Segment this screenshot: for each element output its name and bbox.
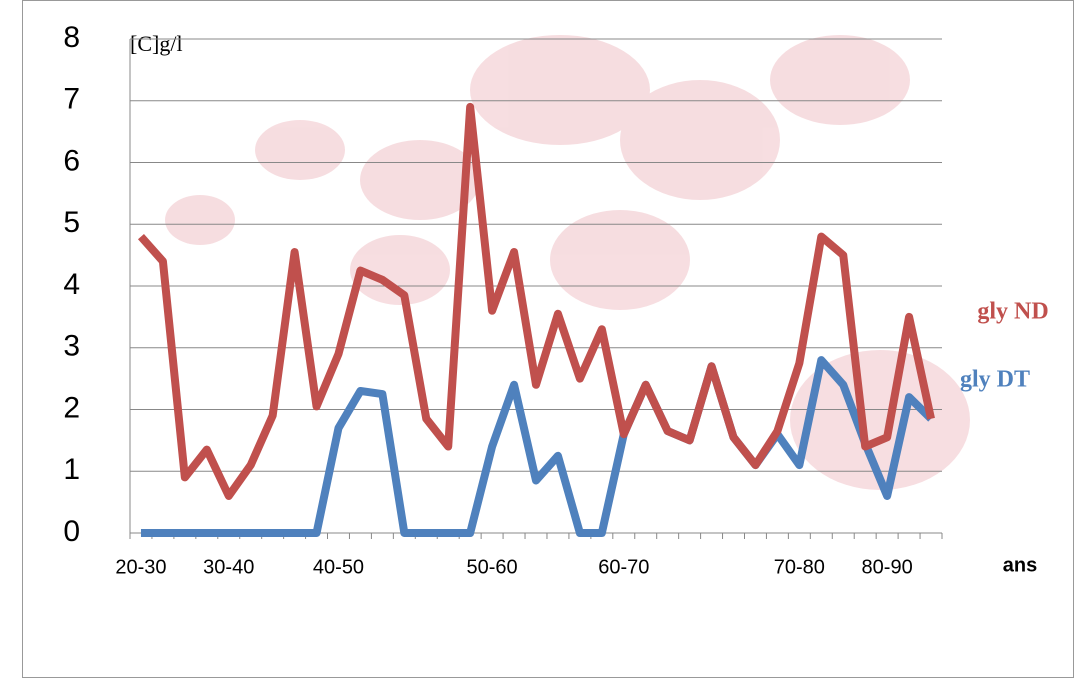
x-tick-label: 80-90 bbox=[862, 556, 913, 578]
y-tick-label: 3 bbox=[63, 330, 80, 363]
y-tick-label: 7 bbox=[63, 83, 80, 116]
y-tick-label: 2 bbox=[63, 391, 80, 424]
x-axis-title: ans bbox=[1003, 554, 1037, 576]
y-tick-label: 4 bbox=[63, 268, 80, 301]
chart: [C]g/l ans 0 1 2 3 4 5 6 7 8 20-30 30-40 40-50 50-60… bbox=[0, 0, 1074, 678]
y-tick-label: 0 bbox=[63, 515, 80, 548]
x-tick-label: 20-30 bbox=[115, 556, 166, 578]
y-tick-label: 5 bbox=[63, 206, 80, 239]
legend-label: gly DT bbox=[960, 367, 1030, 393]
y-tick-label: 1 bbox=[63, 453, 80, 486]
x-tick-label: 60-70 bbox=[598, 556, 649, 578]
x-tick-label: 30-40 bbox=[203, 556, 254, 578]
y-tick-label: 6 bbox=[63, 144, 80, 177]
y-tick-label: 8 bbox=[63, 21, 80, 54]
x-tick-label: 50-60 bbox=[467, 556, 518, 578]
x-tick-label: 70-80 bbox=[774, 556, 825, 578]
x-tick-label: 40-50 bbox=[313, 556, 364, 578]
legend-label: gly ND bbox=[977, 299, 1048, 325]
y-axis-title: [C]g/l bbox=[130, 31, 183, 56]
